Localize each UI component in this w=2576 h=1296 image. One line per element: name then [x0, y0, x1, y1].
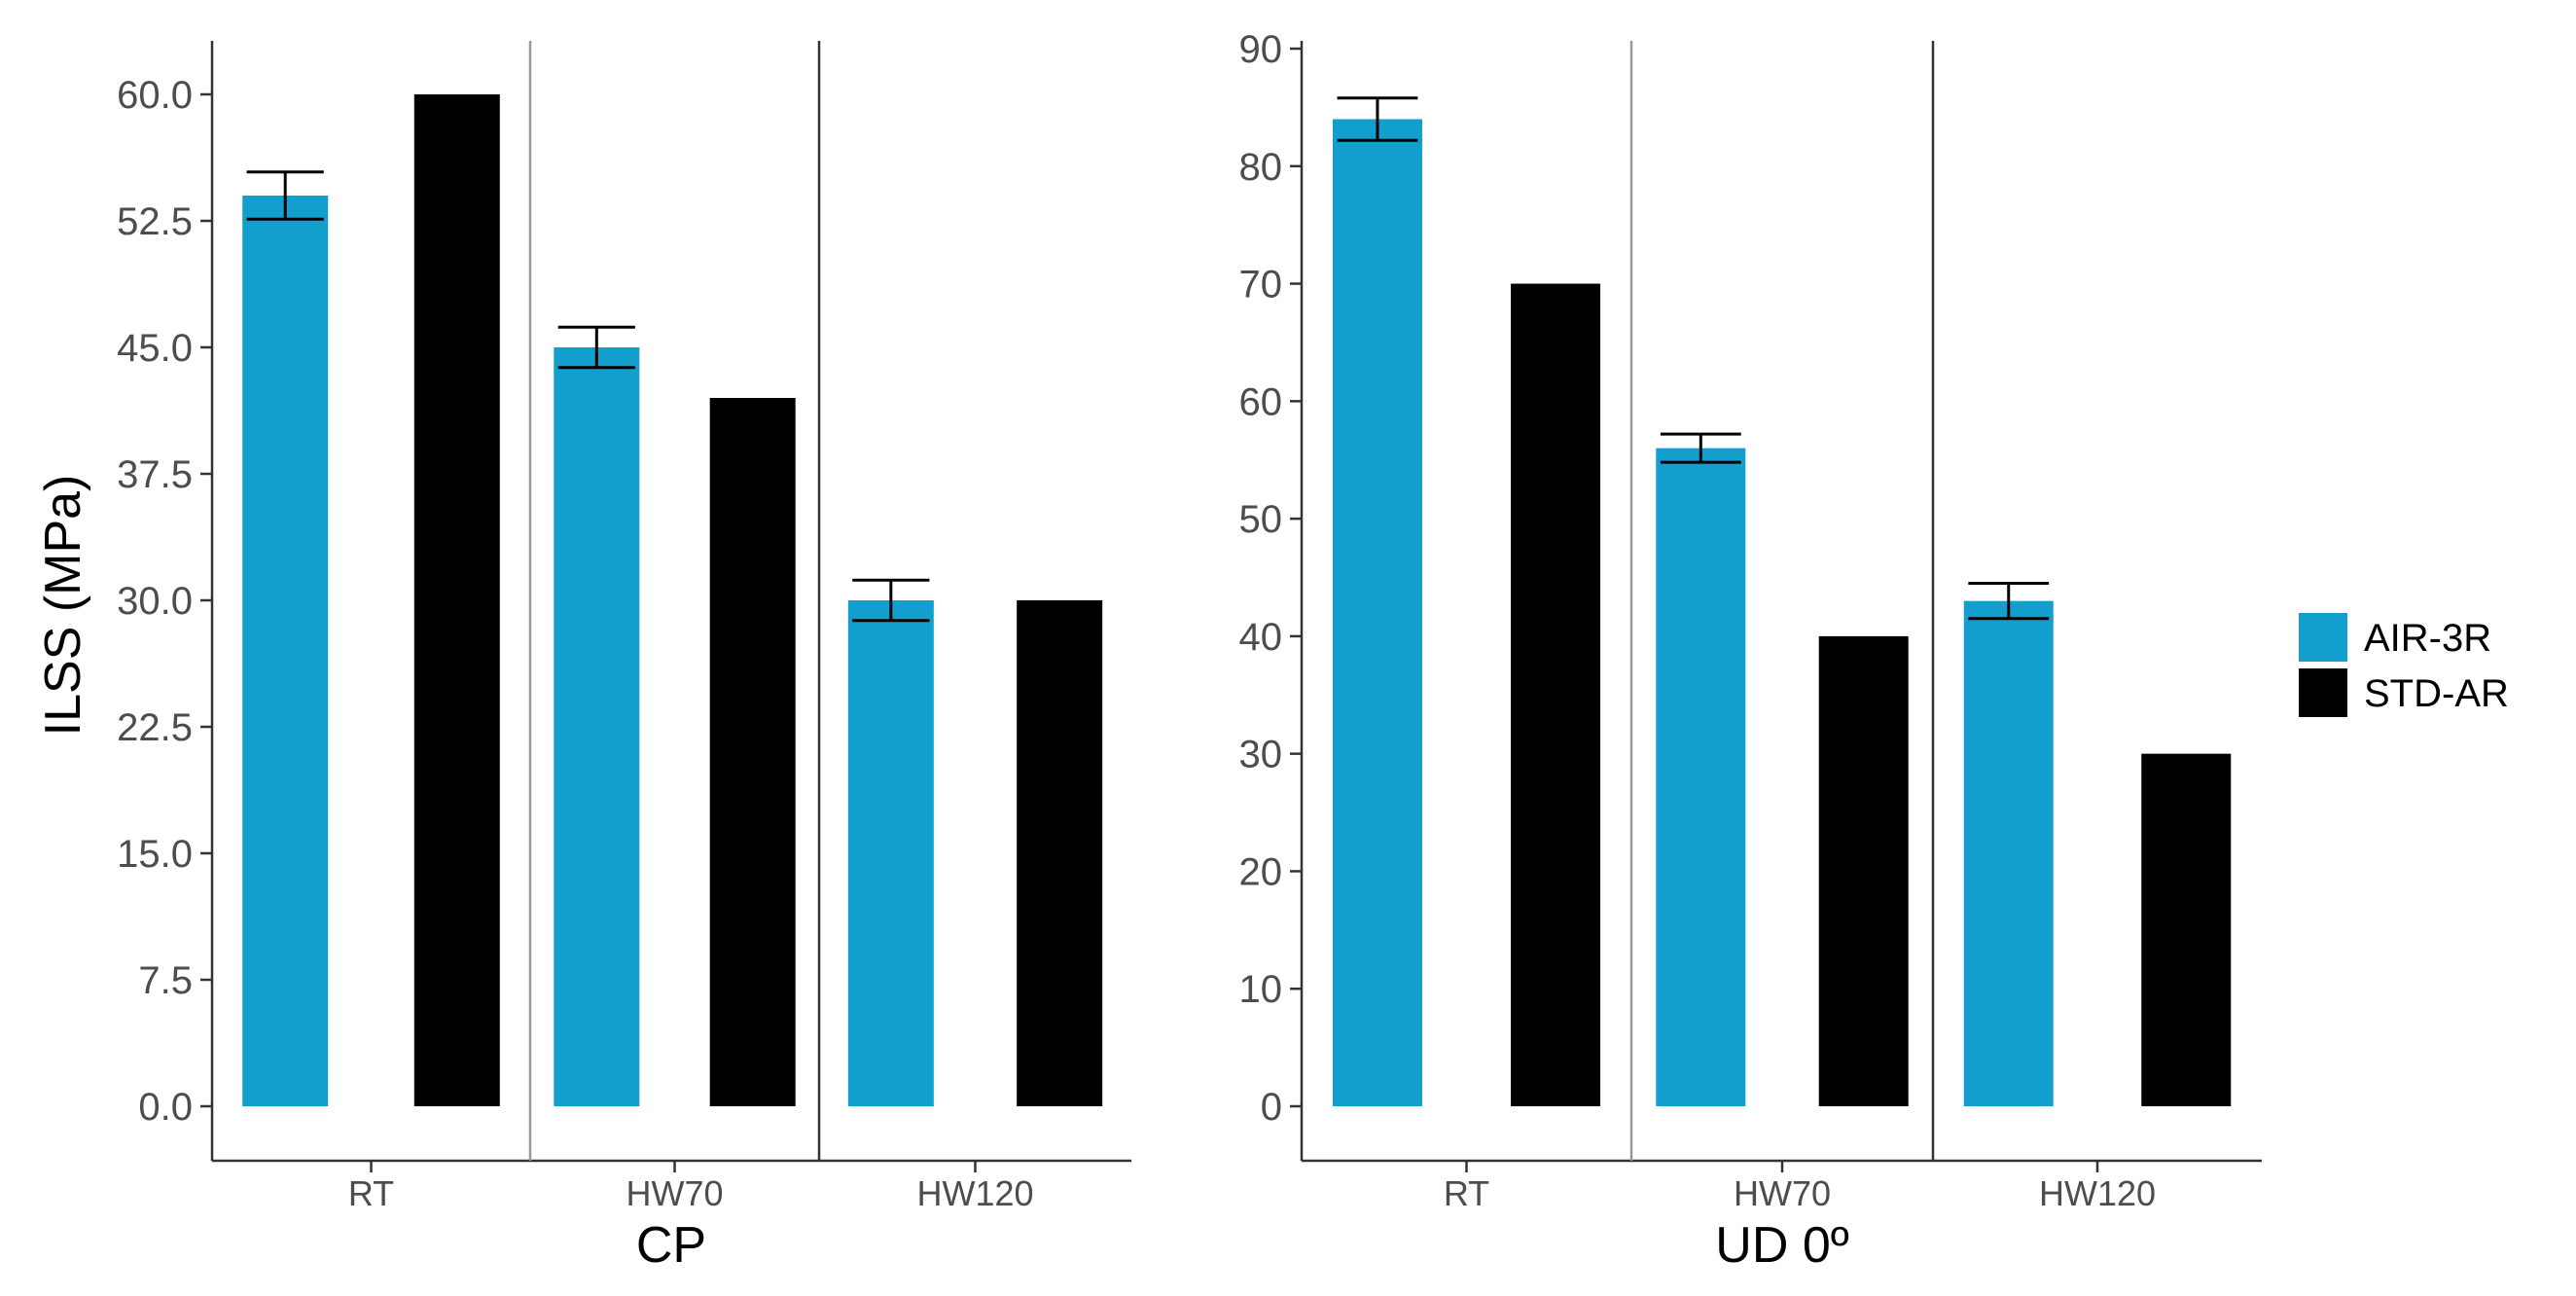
bar-std-ar-hw70 — [709, 398, 796, 1106]
bar-air-3r-rt — [1332, 119, 1422, 1106]
y-tick-label: 0.0 — [138, 1086, 193, 1129]
legend-swatch — [2299, 613, 2347, 662]
x-axis-title: UD 0º — [1715, 1217, 1848, 1274]
y-tick-label: 15.0 — [117, 833, 193, 876]
y-tick-label: 22.5 — [117, 706, 193, 749]
bar-air-3r-hw120 — [1963, 600, 2054, 1106]
error-bar-hw120 — [1968, 582, 2050, 621]
chart-panel-2: 0 10 20 30 40 50 60 70 80 90 RT HW70 HW120 UD 0º — [1239, 28, 2262, 1274]
legend-item-air-3r: AIR-3R — [2299, 613, 2491, 662]
y-tick-label: 0 — [1261, 1086, 1282, 1129]
y-tick-label: 20 — [1239, 850, 1283, 893]
bar-air-3r-hw70 — [554, 347, 640, 1106]
legend-label: AIR-3R — [2364, 617, 2491, 660]
bar-std-ar-rt — [1511, 283, 1601, 1106]
y-tick-label: 50 — [1239, 498, 1283, 541]
y-tick-label: 7.5 — [138, 959, 193, 1002]
bar-air-3r-rt — [242, 196, 329, 1106]
legend-swatch — [2299, 668, 2347, 717]
y-tick-label: 45.0 — [117, 327, 193, 370]
error-bar-hw120 — [852, 578, 930, 623]
y-tick-label: 10 — [1239, 968, 1283, 1011]
y-tick-label: 80 — [1239, 146, 1283, 189]
y-tick-label: 40 — [1239, 616, 1283, 659]
bar-air-3r-hw120 — [847, 600, 934, 1106]
error-bar-hw70 — [557, 325, 635, 370]
x-axis-title: CP — [636, 1217, 706, 1274]
x-tick-label: HW120 — [916, 1173, 1033, 1213]
chart-panel-1: 0.0 7.5 15.0 22.5 30.0 37.5 45.0 52.5 60.0 RT HW70… — [117, 41, 1131, 1274]
x-tick-label: RT — [348, 1173, 394, 1213]
bar-std-ar-hw120 — [1017, 600, 1103, 1106]
error-bar-hw70 — [1660, 432, 1741, 464]
y-tick-label: 52.5 — [117, 200, 193, 243]
x-tick-label: HW120 — [2039, 1173, 2156, 1213]
y-axis-title: ILSS (MPa) — [35, 475, 91, 737]
legend: AIR-3R STD-AR — [2299, 613, 2509, 717]
x-tick-label: HW70 — [1734, 1173, 1831, 1213]
y-tick-label: 37.5 — [117, 453, 193, 496]
y-tick-label: 30.0 — [117, 580, 193, 623]
bar-std-ar-hw120 — [2141, 753, 2232, 1106]
x-tick-label: HW70 — [626, 1173, 723, 1213]
error-bar-rt — [246, 170, 324, 221]
error-bar-rt — [1337, 96, 1418, 142]
x-tick-label: RT — [1444, 1173, 1489, 1213]
y-tick-label: 60 — [1239, 380, 1283, 423]
legend-item-std-ar: STD-AR — [2299, 668, 2509, 717]
bar-air-3r-hw70 — [1656, 448, 1746, 1107]
y-tick-label: 30 — [1239, 734, 1283, 776]
legend-label: STD-AR — [2364, 672, 2509, 715]
y-tick-label: 90 — [1239, 28, 1283, 71]
bar-std-ar-rt — [413, 94, 500, 1106]
bar-std-ar-hw70 — [1818, 635, 1909, 1106]
y-tick-label: 70 — [1239, 264, 1283, 306]
y-tick-label: 60.0 — [117, 74, 193, 117]
